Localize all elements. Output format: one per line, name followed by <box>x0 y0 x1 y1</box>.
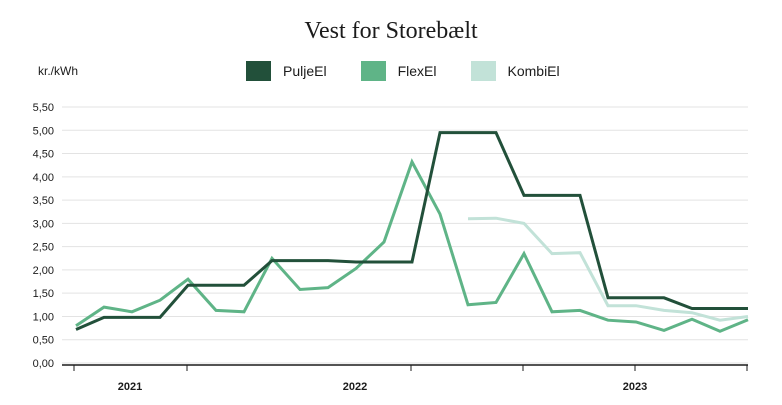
x-year-label: 2023 <box>623 381 647 393</box>
y-tick-label: 2,00 <box>33 265 54 277</box>
y-tick-label: 0,00 <box>33 358 54 370</box>
legend-swatch-kombiel <box>470 61 496 81</box>
y-tick-label: 5,00 <box>33 125 54 137</box>
x-year-label: 2022 <box>343 381 367 393</box>
legend-item-puljeel: PuljeEl <box>246 61 327 81</box>
y-tick-label: 3,00 <box>33 218 54 230</box>
grid-lines <box>62 106 748 364</box>
y-tick-label: 3,50 <box>33 195 54 207</box>
x-axis: 2021 2022 2023 <box>62 364 748 393</box>
legend-label-puljeel: PuljeEl <box>283 63 327 79</box>
legend-label-kombiel: KombiEl <box>507 63 560 79</box>
legend-swatch-flexel <box>360 61 386 81</box>
x-year-label: 2021 <box>118 381 142 393</box>
y-tick-label: 4,00 <box>33 172 54 184</box>
legend: PuljeEl FlexEl KombiEl <box>246 61 560 81</box>
legend-item-kombiel: KombiEl <box>470 61 560 81</box>
y-tick-label: 1,00 <box>33 311 54 323</box>
legend-item-flexel: FlexEl <box>360 61 437 81</box>
y-tick-label: 1,50 <box>33 288 54 300</box>
y-axis-ticks: 0,00 0,50 1,00 1,50 2,00 2,50 3,00 3,50 4,00 4,50… <box>33 102 54 370</box>
y-tick-label: 0,50 <box>33 335 54 347</box>
series-line-puljeel <box>75 131 748 331</box>
legend-swatch-puljeel <box>246 61 271 81</box>
y-tick-label: 2,50 <box>33 242 54 254</box>
series-line-flexel <box>75 158 749 333</box>
series-lines <box>75 131 749 333</box>
series-line-kombiel <box>467 216 749 322</box>
legend-label-flexel: FlexEl <box>397 63 437 79</box>
chart-title: Vest for Storebælt <box>304 18 478 44</box>
y-tick-label: 5,50 <box>33 102 54 114</box>
y-tick-label: 4,50 <box>33 149 54 161</box>
y-axis-unit: kr./kWh <box>38 64 79 78</box>
